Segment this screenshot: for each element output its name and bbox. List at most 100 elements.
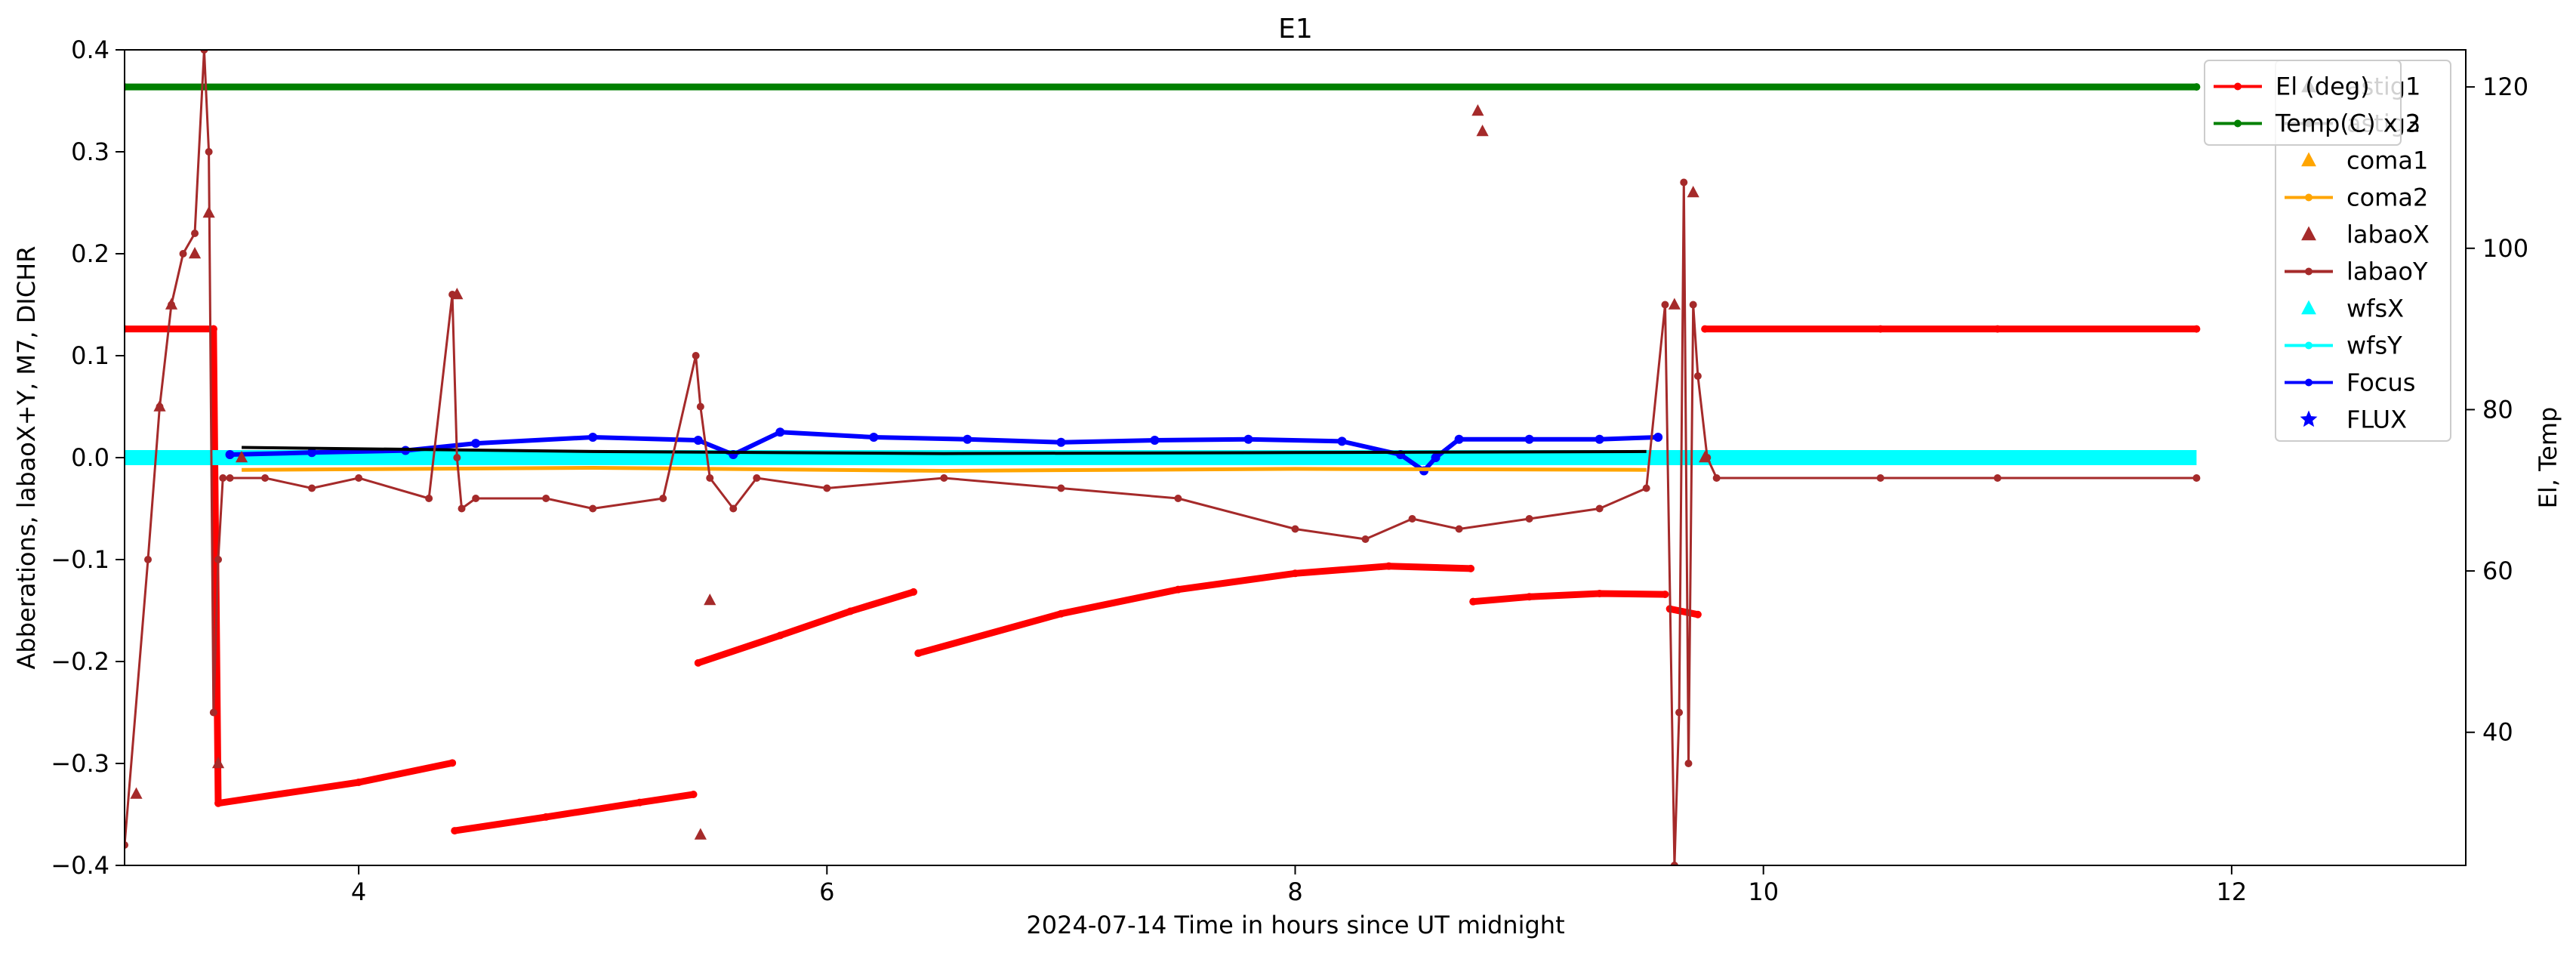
marker-labaox <box>202 206 215 218</box>
line-astig2 <box>242 446 1647 455</box>
y-tick-label-left: −0.4 <box>51 851 109 880</box>
point-el-deg <box>1595 590 1604 597</box>
point-labaoy <box>729 504 738 513</box>
point-labaoy <box>472 495 480 502</box>
point-el-deg <box>1467 564 1475 572</box>
x-tick-label: 12 <box>2217 877 2248 906</box>
legend-label-el-deg: El (deg) <box>2276 72 2370 101</box>
point-focus <box>1150 436 1160 446</box>
marker-labaox <box>188 247 202 259</box>
legend-marker-wfsy <box>2305 341 2313 350</box>
x-axis-label: 2024-07-14 Time in hours since UT midnig… <box>1026 911 1564 939</box>
marker-labaox <box>1668 298 1681 310</box>
point-el-deg <box>846 607 855 615</box>
series-labaox <box>130 104 1712 840</box>
marker-labaox <box>1699 451 1712 463</box>
point-el-deg <box>1291 569 1299 578</box>
point-labaoy <box>1689 301 1697 309</box>
point-labaoy <box>753 474 761 482</box>
legend-label-temp-c-x-3: Temp(C) x 3 <box>2275 109 2420 138</box>
series-el-deg <box>125 325 2201 835</box>
point-labaoy <box>214 556 223 563</box>
marker-labaox <box>704 594 716 606</box>
point-labaoy <box>659 495 667 502</box>
x-tick-label: 8 <box>1287 877 1302 906</box>
point-focus <box>693 436 703 446</box>
point-el-deg <box>1057 609 1065 618</box>
point-el-deg <box>2192 325 2201 333</box>
point-labaoy <box>696 402 704 411</box>
point-labaoy <box>179 250 187 258</box>
point-labaoy <box>191 230 199 237</box>
marker-labaox <box>130 787 143 799</box>
point-labaoy <box>308 484 316 492</box>
legend-marker-el-deg <box>2234 82 2242 91</box>
point-labaoy <box>1525 515 1533 523</box>
marker-labaox <box>451 288 464 300</box>
point-focus <box>225 449 235 459</box>
point-el-deg <box>355 778 363 786</box>
y-tick-label-left: 0.0 <box>71 443 109 472</box>
point-el-deg <box>910 588 918 596</box>
legend-label-flux: FLUX <box>2346 406 2407 434</box>
point-labaoy <box>200 50 208 54</box>
x-tick-label: 6 <box>819 877 834 906</box>
point-el-deg <box>542 813 550 821</box>
point-labaoy <box>458 504 466 513</box>
y-tick-label-right: 60 <box>2482 557 2513 585</box>
point-el-deg <box>1701 325 1709 333</box>
point-focus <box>1653 433 1663 442</box>
point-focus <box>1056 437 1066 447</box>
point-focus <box>307 448 317 458</box>
y-tick-label-left: −0.1 <box>51 545 109 574</box>
point-labaoy <box>144 556 153 563</box>
legend-marker-coma1 <box>2301 152 2316 167</box>
series-group <box>125 50 2201 865</box>
point-labaoy <box>706 474 714 482</box>
x-tick-label: 10 <box>1748 877 1779 906</box>
line-el-deg <box>917 563 1471 657</box>
series-labaoy <box>125 50 2201 865</box>
point-labaoy <box>205 148 213 156</box>
legend-marker-focus <box>2305 378 2313 387</box>
point-labaoy <box>1993 474 2001 482</box>
point-el-deg <box>636 798 644 807</box>
point-labaoy <box>1361 535 1370 543</box>
point-el-deg <box>1693 610 1702 618</box>
marker-labaox <box>694 828 707 840</box>
point-labaoy <box>219 474 227 482</box>
point-labaoy <box>226 474 234 482</box>
legend-marker-labaox <box>2301 226 2316 241</box>
line-el-deg <box>210 328 454 807</box>
y-tick-label-left: 0.2 <box>71 239 109 268</box>
point-labaoy <box>1174 495 1182 502</box>
line-coma2 <box>242 466 1647 473</box>
point-labaoy <box>209 708 217 717</box>
series-focus <box>225 427 1663 476</box>
point-el-deg <box>209 325 217 333</box>
y-tick-label-left: 0.3 <box>71 137 109 166</box>
y-tick-label-right: 120 <box>2482 72 2528 101</box>
point-focus <box>1524 434 1534 444</box>
point-labaoy <box>1057 484 1065 492</box>
point-labaoy <box>692 352 700 359</box>
point-labaoy <box>1595 504 1604 513</box>
marker-labaox <box>1476 125 1489 137</box>
y-tick-label-right: 100 <box>2482 234 2528 263</box>
point-labaoy <box>1675 708 1684 717</box>
point-labaoy <box>542 495 550 502</box>
point-labaoy <box>589 504 597 513</box>
point-labaoy <box>355 474 363 482</box>
point-focus <box>869 433 879 442</box>
point-el-deg <box>448 759 457 767</box>
point-focus <box>1431 453 1441 462</box>
point-focus <box>471 439 481 449</box>
point-el-deg <box>1385 562 1393 570</box>
line-el-deg <box>1472 590 1665 606</box>
legend-right-axis: El (deg) Temp(C) x 3 <box>2204 60 2420 146</box>
y-tick-label-left: −0.2 <box>51 647 109 676</box>
y-tick-label-left: −0.3 <box>51 749 109 778</box>
axes: 4 6 8 10 12 −0.4 −0.3 −0.2 −0.1 0.0 0.1 0.2 0.3 0.4 40… <box>51 35 2528 906</box>
point-labaoy <box>1642 484 1650 492</box>
point-labaoy <box>425 495 433 502</box>
